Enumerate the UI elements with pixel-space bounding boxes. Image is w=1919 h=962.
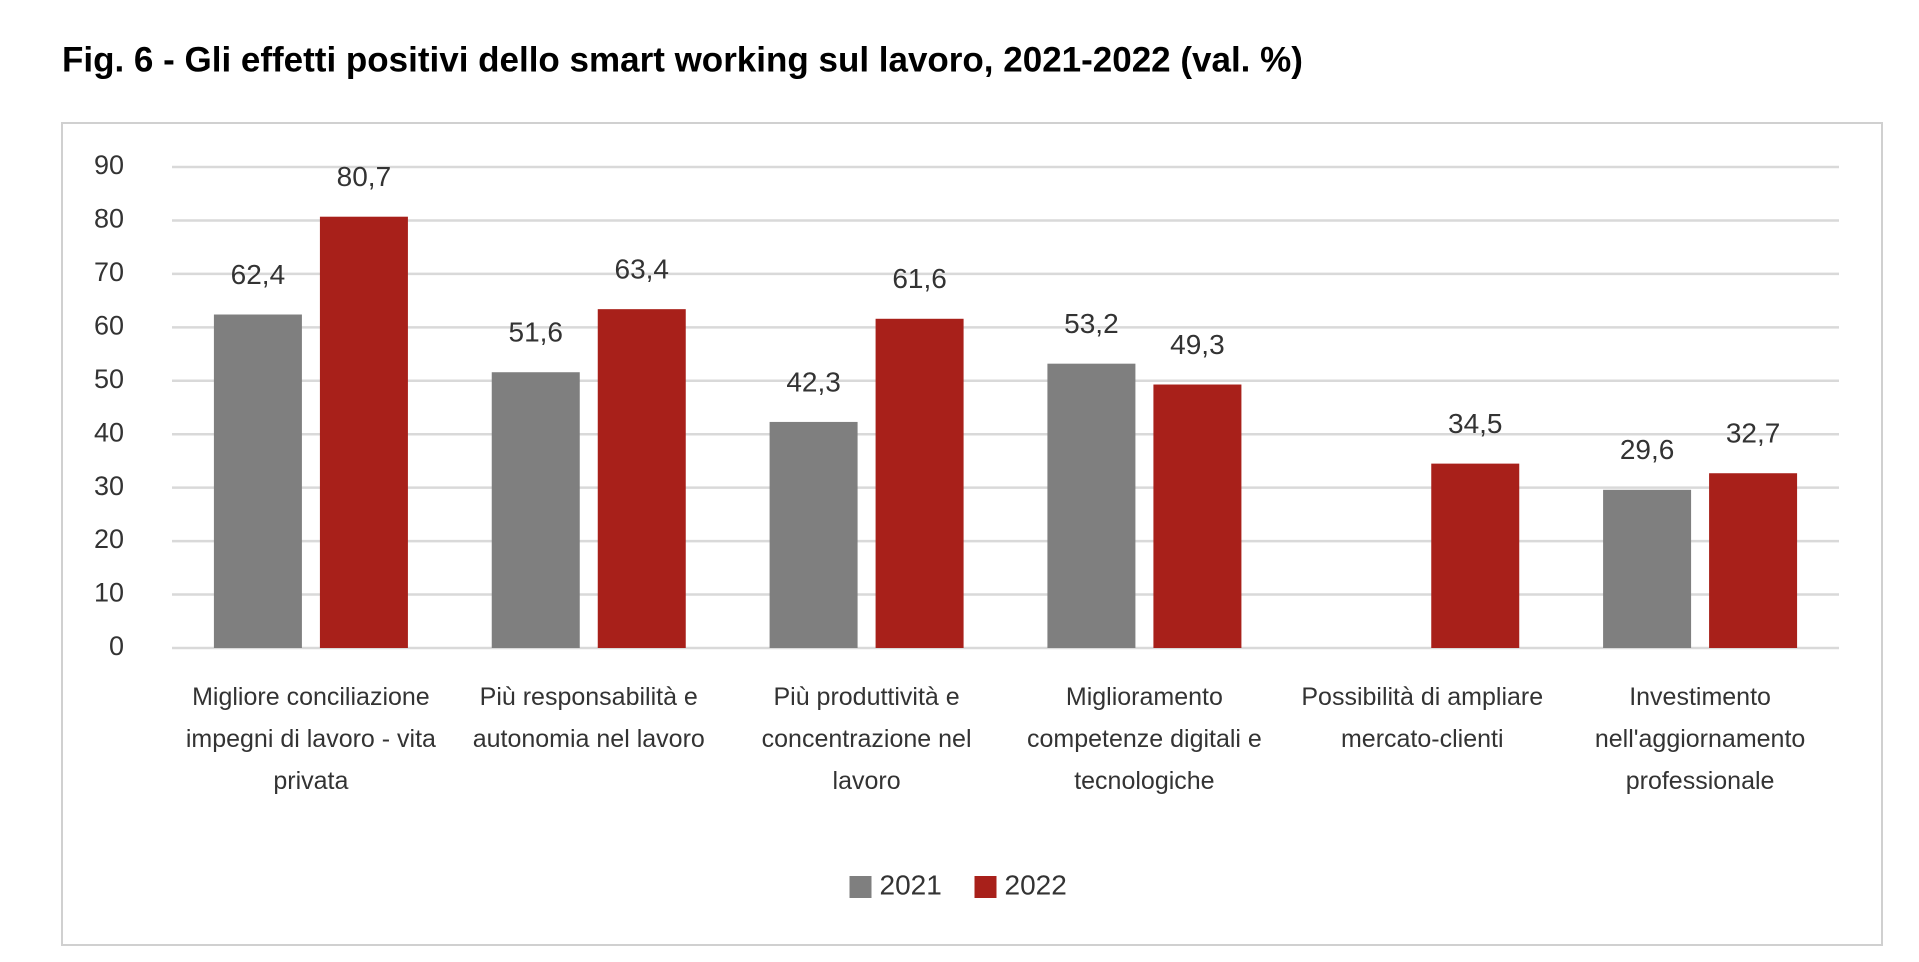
bar	[213, 314, 302, 648]
value-label: 49,3	[1170, 329, 1225, 360]
value-label: 51,6	[509, 317, 564, 348]
legend-swatch	[849, 876, 872, 898]
bar	[769, 421, 858, 648]
legend-label: 2021	[880, 869, 942, 900]
value-label: 53,2	[1064, 308, 1119, 339]
y-tick-label: 50	[94, 364, 124, 394]
x-tick-label: Più responsabilità e autonomia nel lavor…	[472, 683, 705, 753]
bar	[491, 372, 580, 648]
value-label: 42,3	[786, 366, 841, 397]
y-tick-label: 30	[94, 471, 124, 501]
x-tick-label: Miglioramento competenze digitali e tecn…	[1026, 683, 1262, 795]
legend-swatch	[974, 876, 997, 898]
bar	[1603, 489, 1692, 648]
bar	[597, 309, 686, 648]
bar	[1431, 463, 1520, 648]
y-tick-label: 0	[109, 631, 124, 661]
value-label: 34,5	[1448, 408, 1503, 439]
y-tick-label: 20	[94, 524, 124, 554]
chart-title: Fig. 6 - Gli effetti positivi dello smar…	[62, 40, 1303, 79]
legend-label: 2022	[1005, 869, 1067, 900]
value-label: 61,6	[892, 263, 947, 294]
x-tick-label: Possibilità di ampliare mercato-clienti	[1301, 683, 1544, 753]
bar	[875, 318, 964, 648]
x-tick-label: Migliore conciliazione impegni di lavoro…	[185, 683, 436, 795]
chart-frame	[61, 122, 1883, 946]
value-label: 63,4	[615, 254, 670, 285]
y-tick-label: 60	[94, 310, 124, 340]
y-tick-label: 70	[94, 257, 124, 287]
bar	[1047, 363, 1136, 648]
value-label: 32,7	[1726, 418, 1781, 449]
value-label: 62,4	[231, 259, 286, 290]
y-tick-label: 10	[94, 578, 124, 608]
x-tick-label: Investimento nell'aggiornamento professi…	[1594, 683, 1806, 795]
x-tick-label: Più produttività e concentrazione nel la…	[761, 683, 972, 795]
bar	[1153, 384, 1242, 648]
value-label: 80,7	[337, 161, 392, 192]
y-tick-label: 90	[94, 150, 124, 180]
value-label: 29,6	[1620, 434, 1675, 465]
y-tick-label: 40	[94, 417, 124, 447]
bar	[319, 216, 408, 648]
y-tick-label: 80	[94, 204, 124, 234]
bar	[1709, 473, 1798, 648]
